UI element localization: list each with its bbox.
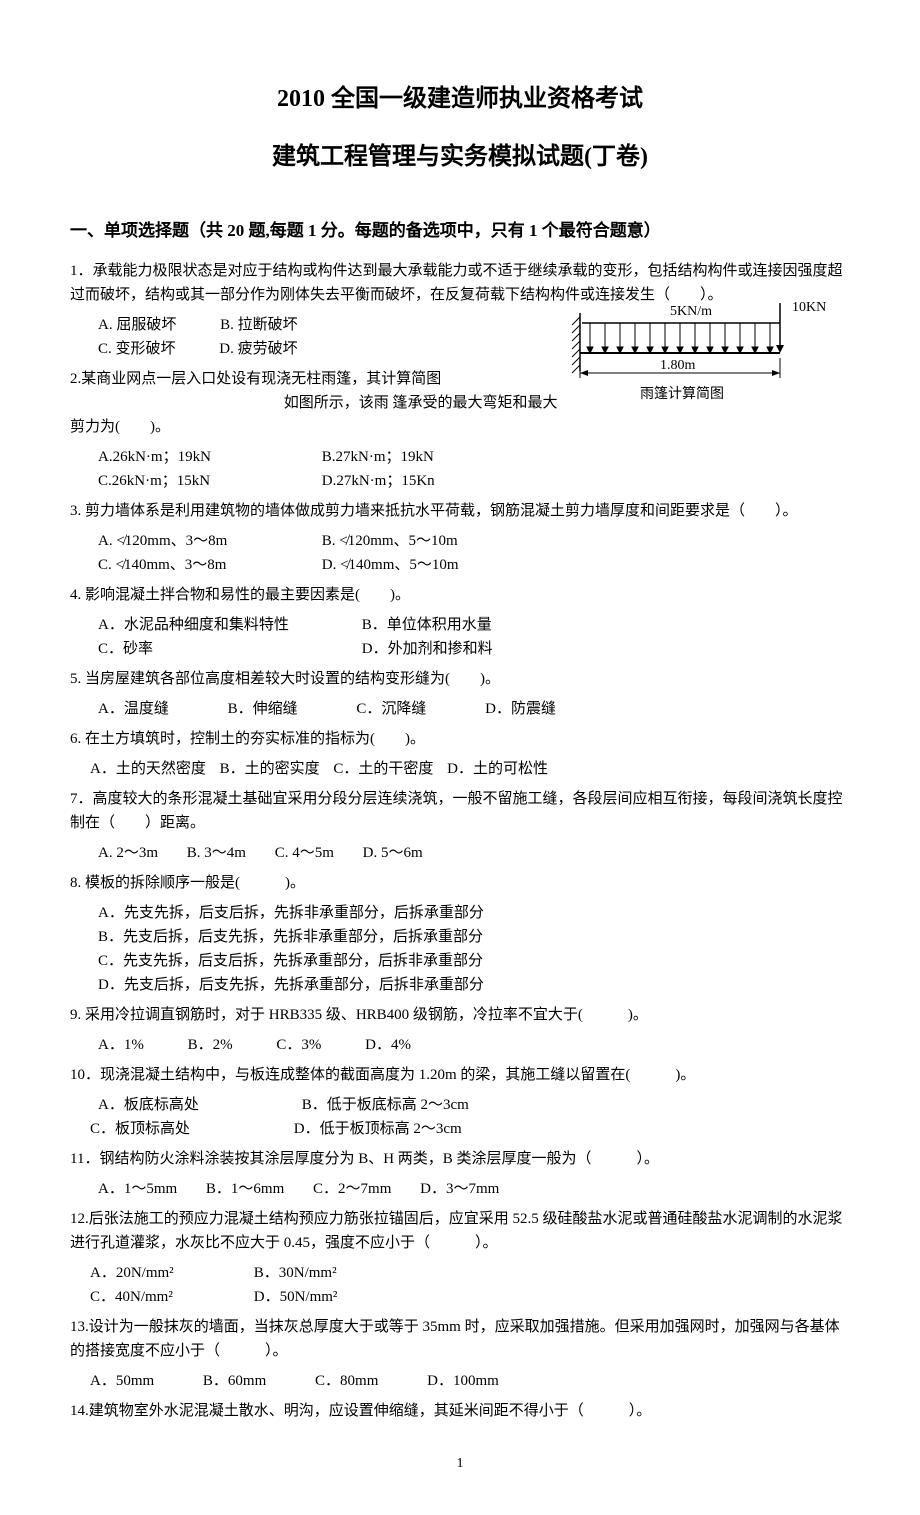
q4-opt-b: B．单位体积用水量: [362, 613, 492, 637]
q2-opt-a: A.26kN·m；19kN: [98, 445, 278, 469]
q8-options: A．先支先拆，后支后拆，先拆非承重部分，后拆承重部分 B．先支后拆，后支先拆，先…: [98, 901, 850, 997]
question-8: 8. 模板的拆除顺序一般是( )。: [70, 871, 850, 895]
q9-options: A．1% B．2% C．3% D．4%: [98, 1033, 850, 1057]
q4-opt-c: C．砂率: [98, 637, 318, 661]
q4-opt-d: D．外加剂和掺和料: [362, 637, 493, 661]
q3-opt-b: B. ≮120mm、5～10m: [322, 529, 458, 553]
q10-opt-d: D．低于板顶标高 2～3cm: [294, 1117, 462, 1141]
q3-opt-c: C. ≮140mm、3～8m: [98, 553, 278, 577]
page-number: 1: [70, 1453, 850, 1475]
q9-opt-d: D．4%: [365, 1033, 411, 1057]
q3-opt-d: D. ≮140mm、5～10m: [322, 553, 459, 577]
q13-options: A．50mm B．60mm C．80mm D．100mm: [90, 1369, 850, 1393]
q7-options: A. 2～3m B. 3～4m C. 4～5m D. 5～6m: [98, 841, 850, 865]
q6-opt-d: D．土的可松性: [447, 757, 548, 781]
q1-opt-a: A. 屈服破坏: [98, 313, 176, 337]
q13-opt-b: B．60mm: [203, 1369, 266, 1393]
q5-options: A．温度缝 B．伸缩缝 C．沉降缝 D．防震缝: [98, 697, 850, 721]
question-13: 13.设计为一般抹灰的墙面，当抹灰总厚度大于或等于 35mm 时，应采取加强措施…: [70, 1315, 850, 1363]
span-label: 1.80m: [660, 358, 696, 373]
question-10: 10．现浇混凝土结构中，与板连成整体的截面高度为 1.20m 的梁，其施工缝以留…: [70, 1063, 850, 1087]
q3-opt-a: A. ≮120mm、3～8m: [98, 529, 278, 553]
section-1-header: 一、单项选择题（共 20 题,每题 1 分。每题的备选项中，只有 1 个最符合题…: [70, 217, 850, 244]
question-3: 3. 剪力墙体系是利用建筑物的墙体做成剪力墙来抵抗水平荷载，钢筋混凝土剪力墙厚度…: [70, 499, 850, 523]
question-14: 14.建筑物室外水泥混凝土散水、明沟，应设置伸缩缝，其延米间距不得小于（ ）。: [70, 1399, 850, 1423]
q4-opt-a: A．水泥品种细度和集料特性: [98, 613, 318, 637]
q13-opt-c: C．80mm: [315, 1369, 378, 1393]
q7-opt-b: B. 3～4m: [187, 841, 246, 865]
q7-opt-a: A. 2～3m: [98, 841, 158, 865]
q12-opt-b: B．30N/mm²: [254, 1261, 337, 1285]
q7-opt-c: C. 4～5m: [275, 841, 334, 865]
q2-part-a: 2.某商业网点一层入口处设有现浇无柱雨篷，其计算简图: [70, 371, 441, 387]
q2-options: A.26kN·m；19kN B.27kN·m；19kN C.26kN·m；15k…: [98, 445, 850, 493]
q12-opt-d: D．50N/mm²: [254, 1285, 338, 1309]
q2-opt-b: B.27kN·m；19kN: [322, 445, 434, 469]
q5-opt-a: A．温度缝: [98, 697, 169, 721]
q6-opt-b: B．土的密实度: [220, 757, 320, 781]
q7-opt-d: D. 5～6m: [363, 841, 423, 865]
question-9: 9. 采用冷拉调直钢筋时，对于 HRB335 级、HRB400 级钢筋，冷拉率不…: [70, 1003, 850, 1027]
q13-opt-d: D．100mm: [427, 1369, 499, 1393]
q11-opt-b: B．1～6mm: [206, 1177, 284, 1201]
q5-opt-b: B．伸缩缝: [228, 697, 298, 721]
q11-options: A．1～5mm B．1～6mm C．2～7mm D．3～7mm: [98, 1177, 850, 1201]
exam-subtitle: 建筑工程管理与实务模拟试题(丁卷): [70, 138, 850, 176]
question-12: 12.后张法施工的预应力混凝土结构预应力筋张拉锚固后，应宜采用 52.5 级硅酸…: [70, 1207, 850, 1255]
exam-title: 2010 全国一级建造师执业资格考试: [70, 80, 850, 118]
q5-opt-c: C．沉降缝: [356, 697, 426, 721]
q8-opt-a: A．先支先拆，后支后拆，先拆非承重部分，后拆承重部分: [98, 901, 850, 925]
q10-opt-a: A．板底标高处: [98, 1093, 258, 1117]
q1-opt-b: B. 拉断破坏: [220, 313, 298, 337]
question-4: 4. 影响混凝土拌合物和易性的最主要因素是( )。: [70, 583, 850, 607]
q2-opt-d: D.27kN·m；15Kn: [322, 469, 435, 493]
q8-opt-b: B．先支后拆，后支先拆，先拆非承重部分，后拆承重部分: [98, 925, 850, 949]
question-5: 5. 当房屋建筑各部位高度相差较大时设置的结构变形缝为( )。: [70, 667, 850, 691]
question-6: 6. 在土方填筑时，控制土的夯实标准的指标为( )。: [70, 727, 850, 751]
q10-opt-b: B．低于板底标高 2～3cm: [302, 1093, 469, 1117]
q11-opt-d: D．3～7mm: [420, 1177, 499, 1201]
q12-opt-a: A．20N/mm²: [90, 1261, 210, 1285]
q2-part-b: 如图所示，该雨: [284, 395, 389, 411]
q1-opt-c: C. 变形破坏: [98, 337, 176, 361]
q6-opt-c: C．土的干密度: [333, 757, 433, 781]
q1-opt-d: D. 疲劳破坏: [219, 337, 297, 361]
q10-options: A．板底标高处 B．低于板底标高 2～3cm C．板顶标高处 D．低于板顶标高 …: [98, 1093, 850, 1141]
q4-options: A．水泥品种细度和集料特性 B．单位体积用水量 C．砂率 D．外加剂和掺和料: [98, 613, 850, 661]
point-load-label: 10KN: [792, 300, 826, 315]
q9-opt-a: A．1%: [98, 1033, 144, 1057]
q3-options: A. ≮120mm、3～8m B. ≮120mm、5～10m C. ≮140mm…: [98, 529, 850, 577]
q8-opt-c: C．先支先拆，后支后拆，先拆承重部分，后拆非承重部分: [98, 949, 850, 973]
beam-diagram: 5KN/m 10KN 1.80m 雨篷计算简图: [570, 293, 850, 421]
q9-opt-c: C．3%: [276, 1033, 321, 1057]
q13-opt-a: A．50mm: [90, 1369, 154, 1393]
q11-opt-c: C．2～7mm: [313, 1177, 391, 1201]
q9-opt-b: B．2%: [188, 1033, 233, 1057]
q6-options: A．土的天然密度 B．土的密实度 C．土的干密度 D．土的可松性: [90, 757, 850, 781]
q6-opt-a: A．土的天然密度: [90, 757, 206, 781]
q5-opt-d: D．防震缝: [485, 697, 556, 721]
question-7: 7．高度较大的条形混凝土基础宜采用分段分层连续浇筑，一般不留施工缝，各段层间应相…: [70, 787, 850, 835]
q11-opt-a: A．1～5mm: [98, 1177, 177, 1201]
diagram-caption: 雨篷计算简图: [640, 385, 724, 402]
question-11: 11．钢结构防火涂料涂装按其涂层厚度分为 B、H 两类，B 类涂层厚度一般为（ …: [70, 1147, 850, 1171]
q10-opt-c: C．板顶标高处: [90, 1117, 250, 1141]
q12-opt-c: C．40N/mm²: [90, 1285, 210, 1309]
q2-opt-c: C.26kN·m；15kN: [98, 469, 278, 493]
q8-opt-d: D．先支后拆，后支先拆，先拆承重部分，后拆非承重部分: [98, 973, 850, 997]
